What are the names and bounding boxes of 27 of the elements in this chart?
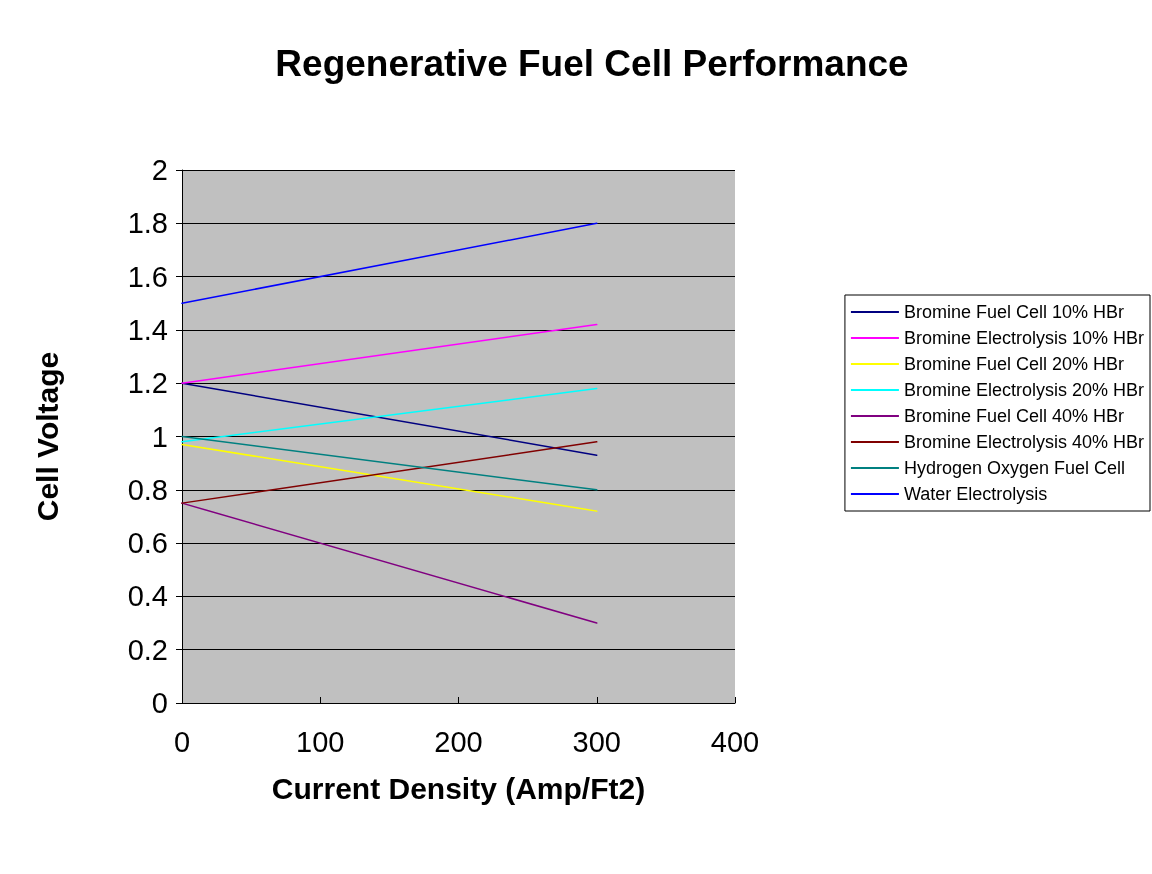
y-tick-label: 1 <box>151 420 168 453</box>
x-tick-label: 400 <box>710 725 760 758</box>
legend-label: Hydrogen Oxygen Fuel Cell <box>903 458 1126 478</box>
y-tick-label: 0.8 <box>127 473 168 506</box>
y-tick-label: 0.4 <box>127 580 168 613</box>
y-tick-label: 1.4 <box>127 313 168 346</box>
y-tick-label: 2 <box>151 154 168 186</box>
y-tick-label: 1.8 <box>127 207 168 240</box>
y-tick-label: 0 <box>151 687 168 719</box>
legend-label: Bromine Electrolysis 20% HBr <box>903 380 1145 400</box>
legend-label: Bromine Fuel Cell 20% HBr <box>903 354 1125 374</box>
legend-label: Bromine Electrolysis 40% HBr <box>903 432 1145 452</box>
x-tick-label: 200 <box>434 725 483 758</box>
y-tick-label: 1.2 <box>127 367 168 400</box>
chart-title: Regenerative Fuel Cell Performance <box>275 43 909 84</box>
legend-label: Water Electrolysis <box>903 484 1048 504</box>
y-axis-title: Cell Voltage <box>30 351 64 522</box>
legend-label: Bromine Fuel Cell 10% HBr <box>903 302 1125 322</box>
x-tick-label: 300 <box>572 725 621 758</box>
y-tick-label: 1.6 <box>127 260 168 293</box>
x-tick-label: 100 <box>296 725 345 758</box>
legend-label: Bromine Electrolysis 10% HBr <box>903 328 1145 348</box>
x-tick-label: 0 <box>173 725 191 758</box>
x-axis-title: Current Density (Amp/Ft2) <box>271 771 646 805</box>
y-tick-label: 0.6 <box>127 527 168 560</box>
y-tick-label: 0.2 <box>127 633 168 666</box>
legend-label: Bromine Fuel Cell 40% HBr <box>903 406 1125 426</box>
